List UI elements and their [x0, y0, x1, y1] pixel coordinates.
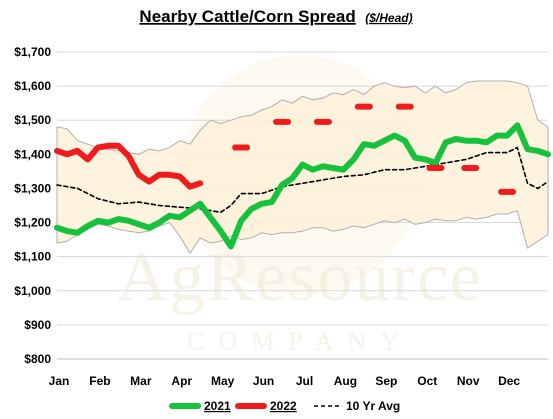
legend-label: 10 Yr Avg: [346, 399, 400, 413]
y-tick-label: $1,600: [14, 79, 51, 93]
y-tick-label: $1,100: [14, 250, 51, 264]
x-tick-label: Feb: [89, 374, 110, 388]
chart-title: Nearby Cattle/Corn Spread ($/Head): [139, 7, 412, 26]
y-tick-label: $1,300: [14, 181, 51, 195]
x-tick-label: Sep: [375, 374, 397, 388]
watermark-text-main: AgResource: [117, 239, 483, 316]
x-tick-label: Nov: [457, 374, 480, 388]
x-tick-label: Dec: [498, 374, 520, 388]
x-tick-label: Jan: [49, 374, 70, 388]
x-axis: Jan Feb Mar Apr May Jun Jul Aug Sep Oct Nov Dec: [49, 358, 548, 388]
legend-label: 2022: [270, 399, 297, 413]
y-tick-label: $1,700: [14, 45, 51, 59]
legend: 2021 2022 10 Yr Avg: [169, 399, 400, 413]
y-tick-label: $1,400: [14, 147, 51, 161]
x-tick-label: Jun: [253, 374, 274, 388]
series-lines: [54, 122, 551, 250]
y-tick-label: $1,200: [14, 216, 51, 230]
series-line-2022: [54, 142, 204, 190]
legend-label: 2021: [204, 399, 231, 413]
x-tick-label: Mar: [130, 374, 152, 388]
y-tick-label: $1,500: [14, 113, 51, 127]
x-tick-label: Aug: [334, 374, 357, 388]
series-line-10-yr-avg: [56, 146, 549, 214]
futures-markers: [232, 103, 517, 195]
y-tick-label: $800: [24, 352, 51, 366]
watermark-text-sub: COMPANY: [187, 327, 413, 356]
y-tick-label: $900: [24, 318, 51, 332]
y-tick-label: $1,000: [14, 284, 51, 298]
x-tick-label: Oct: [417, 374, 437, 388]
y-axis: $800 $900 $1,000 $1,100 $1,200 $1,300 $1,400 $1…: [14, 45, 51, 366]
chart-title-main: Nearby Cattle/Corn Spread: [139, 7, 355, 26]
x-tick-label: Apr: [171, 374, 192, 388]
x-tick-label: May: [211, 374, 235, 388]
chart-subtitle: ($/Head): [365, 11, 412, 25]
series-line-2021: [54, 122, 551, 250]
x-tick-label: Jul: [296, 374, 313, 388]
